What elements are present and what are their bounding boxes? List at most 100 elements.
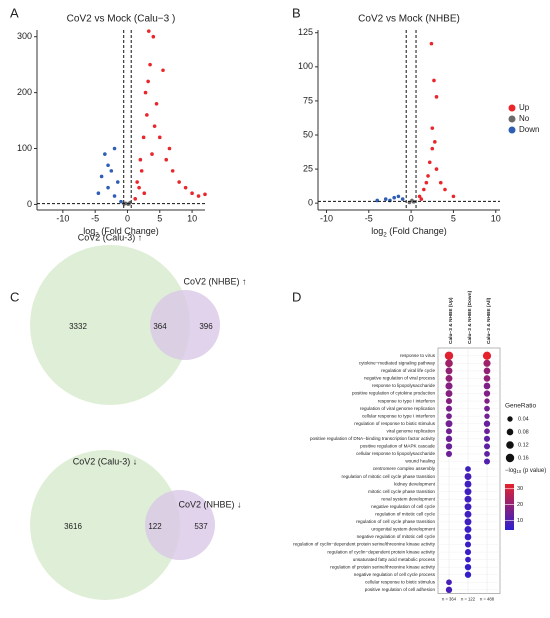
term-label: mitotic cell cycle phase transition [368, 489, 435, 494]
point [133, 197, 138, 201]
point [203, 192, 207, 197]
point [433, 140, 437, 144]
x-axis-label: log2 (Fold Change) [371, 226, 447, 238]
count-label: 3332 [69, 322, 87, 331]
x-axis-label: log2 (Fold Change) [83, 226, 159, 238]
term-label: regulation of protein serine/threonine k… [330, 564, 435, 569]
point [151, 34, 156, 39]
point [451, 194, 456, 199]
term-label: positive regulation of MAPK cascade [360, 444, 435, 449]
dot [483, 458, 491, 465]
count-label: 122 [148, 522, 162, 531]
legend-title: −log10 (p value) [505, 468, 546, 474]
term-label: cellular response to type I interferon [362, 413, 435, 418]
set-circle [145, 490, 215, 560]
point [161, 68, 165, 73]
set-circle [30, 245, 190, 405]
point [142, 191, 147, 196]
point [103, 152, 107, 156]
y-tick-label: 100 [17, 143, 32, 153]
term-label: urogenital system development [371, 527, 435, 532]
point [135, 180, 139, 184]
y-tick-label: 300 [17, 31, 32, 41]
point [138, 157, 143, 162]
count-label: 364 [153, 322, 167, 331]
dot [484, 428, 490, 435]
dot [444, 351, 454, 360]
point [164, 157, 169, 162]
dot [484, 398, 490, 404]
legend-title: GeneRatio [505, 403, 536, 410]
legend-title-part: −log [505, 468, 517, 474]
term-label: negative regulation of cell cycle proces… [354, 572, 436, 577]
y-tick-label: 0 [308, 198, 313, 208]
point [429, 41, 434, 46]
set-circle [150, 290, 220, 360]
dot [483, 367, 491, 375]
dot [465, 556, 471, 563]
point [443, 187, 447, 192]
point [396, 194, 401, 199]
dot [483, 435, 491, 442]
panel-label: A [10, 5, 19, 20]
x-axis-label-part: (Fold Change) [99, 226, 159, 236]
count-label: 3616 [64, 522, 82, 531]
term-label: regulation of mitotic cell cycle [375, 512, 435, 517]
dot [464, 518, 472, 526]
set-circle [30, 450, 180, 600]
dot [464, 549, 472, 556]
x-tick-label: 10 [491, 213, 501, 223]
point [383, 197, 388, 201]
dot [445, 443, 453, 450]
point [139, 169, 144, 173]
x-tick-label: 10 [187, 213, 197, 223]
color-tick-label: 30 [517, 486, 523, 492]
point [392, 195, 396, 200]
point [432, 78, 436, 83]
dot [484, 405, 490, 412]
dot [446, 579, 452, 586]
point [417, 194, 422, 199]
x-tick-label: 0 [125, 213, 130, 223]
column-label: Calu−3 & NHBE (Up) [448, 297, 454, 344]
term-label: response to virus [400, 353, 436, 358]
set-label: CoV2 (Calu-3) ↓ [73, 456, 138, 466]
dot [445, 359, 453, 368]
point [148, 62, 152, 67]
legend-dot [506, 441, 514, 449]
dot [445, 390, 453, 397]
x-tick-label: -5 [91, 213, 99, 223]
legend-swatch [508, 126, 516, 134]
legend-title-part: 10 [517, 469, 522, 474]
dot [464, 525, 472, 533]
x-tick-label: -5 [365, 213, 373, 223]
legend-label: Down [519, 125, 539, 134]
panel-label: B [292, 5, 301, 20]
dot [445, 586, 453, 594]
legend-title-part: (p value) [521, 468, 546, 474]
x-tick-label: -10 [320, 213, 333, 223]
point [146, 79, 150, 84]
plot-title: CoV2 vs Mock (Calu−3 ) [67, 14, 176, 25]
term-label: regulation of response to biotic stimulu… [354, 421, 435, 426]
term-label: response to lipopolysaccharide [372, 383, 436, 388]
dot [464, 510, 472, 518]
point [170, 169, 175, 173]
legend-swatch [508, 104, 516, 112]
dot [445, 428, 453, 435]
point [434, 167, 439, 171]
dot [482, 351, 492, 360]
point [424, 180, 429, 185]
point [177, 180, 181, 184]
point [426, 174, 430, 178]
dot [483, 375, 491, 382]
dot [464, 495, 472, 503]
point [438, 180, 443, 185]
dot [483, 359, 491, 367]
dot [465, 466, 471, 472]
dot [484, 413, 490, 419]
term-label: regulation of cell cycle phase transitio… [356, 519, 435, 524]
x-axis-label-part: 2 [95, 231, 99, 238]
dot [446, 413, 452, 420]
